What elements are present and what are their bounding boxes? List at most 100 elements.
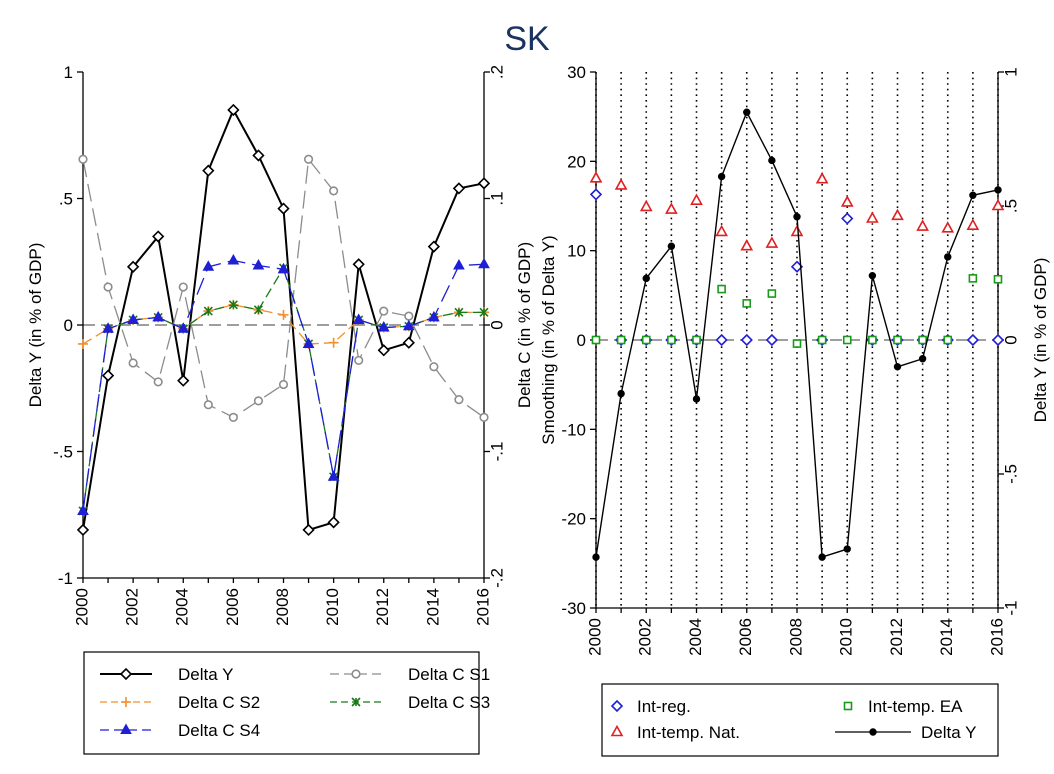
left-y-tick-label: -1 xyxy=(58,569,73,588)
data-point-delta-y xyxy=(818,553,826,561)
data-point-delta-y xyxy=(152,230,165,243)
legend-entry-int-temp-ea: Int-temp. EA xyxy=(843,697,963,716)
data-point-delta-y xyxy=(868,271,877,280)
data-point-delta-c-s4 xyxy=(352,313,365,324)
legend-entry-delta-c-s4: Delta C S4 xyxy=(100,721,260,740)
x-tick-label: 2006 xyxy=(223,588,242,626)
data-point-int-temp-nat xyxy=(639,199,653,212)
data-point-delta-c-s1 xyxy=(228,412,238,422)
data-point-delta-c-s4 xyxy=(377,321,390,332)
data-point-int-temp-ea xyxy=(993,274,1003,284)
data-point-int-temp-ea xyxy=(591,335,601,345)
legend-box xyxy=(83,651,480,755)
left-y-tick-label: 1 xyxy=(64,63,73,82)
data-point-int-temp-nat xyxy=(941,221,955,233)
data-point-delta-c-s1 xyxy=(404,311,414,321)
data-point-int-temp-ea xyxy=(692,335,701,345)
data-point-delta-c-s3 xyxy=(253,305,264,315)
data-point-int-temp-nat xyxy=(790,224,804,237)
data-point-delta-y xyxy=(617,389,625,398)
right-y-tick-label: -1 xyxy=(1001,600,1020,615)
data-point-int-temp-nat xyxy=(916,219,929,231)
data-point-delta-c-s4 xyxy=(227,253,240,265)
x-tick-label: 2012 xyxy=(887,618,906,656)
x-tick-label: 2010 xyxy=(837,618,856,656)
data-point-delta-y xyxy=(126,260,140,273)
right-y-axis-title: Delta C (in % of GDP) xyxy=(515,242,534,408)
data-point-delta-c-s1 xyxy=(354,355,364,366)
x-tick-label: 2006 xyxy=(736,618,755,656)
left-y-tick-label: 0 xyxy=(577,331,586,350)
x-tick-label: 2002 xyxy=(636,618,655,656)
right-y-tick-label: .5 xyxy=(1001,199,1020,213)
x-tick-label: 2002 xyxy=(123,588,142,626)
data-point-delta-y xyxy=(101,369,115,382)
data-point-delta-c-s4 xyxy=(478,257,490,269)
data-point-int-temp-nat xyxy=(966,218,980,230)
data-point-delta-c-s1 xyxy=(454,395,464,405)
x-tick-label: 2012 xyxy=(373,588,392,626)
data-point-int-temp-ea xyxy=(717,284,726,294)
series-line-delta-c-s1 xyxy=(82,157,485,419)
data-point-int-temp-ea xyxy=(792,339,802,348)
data-point-delta-c-s1 xyxy=(128,358,138,368)
legend-entry-delta-y: Delta Y xyxy=(835,723,976,742)
figure-title: SK xyxy=(504,20,550,58)
left-y-tick-label: .5 xyxy=(59,190,73,209)
data-point-delta-c-s3 xyxy=(454,307,464,317)
data-point-delta-y xyxy=(76,523,90,537)
data-point-int-temp-ea xyxy=(968,274,978,283)
legend-marker xyxy=(121,697,131,707)
right-y-tick-label: 0 xyxy=(1001,335,1020,344)
data-point-delta-c-s4 xyxy=(127,313,139,324)
data-point-delta-c-s1 xyxy=(178,282,188,292)
legend-label: Int-temp. Nat. xyxy=(637,723,740,742)
series-delta-c-s1 xyxy=(78,154,489,422)
data-point-delta-c-s3 xyxy=(228,300,238,310)
data-point-delta-c-s2 xyxy=(78,338,88,349)
left-y-tick-label: 10 xyxy=(567,242,586,261)
data-point-delta-y xyxy=(667,242,676,250)
data-point-delta-y xyxy=(202,164,215,177)
x-tick-label: 2008 xyxy=(786,618,805,656)
legend-marker xyxy=(351,669,361,679)
data-point-int-temp-ea xyxy=(616,335,626,345)
data-point-delta-c-s1 xyxy=(303,154,314,164)
data-point-delta-c-s4 xyxy=(77,504,89,515)
chart-panel-1: 1 .5 0 -.5 -1 .2 .1 0 -.1 -.2 2000 2002 2004 2006 2008… xyxy=(26,63,534,755)
x-tick-label: 2004 xyxy=(173,588,192,626)
legend-label: Delta C S3 xyxy=(408,693,490,712)
data-point-delta-y xyxy=(768,156,776,165)
legend-label: Delta C S4 xyxy=(178,721,260,740)
data-point-int-temp-ea xyxy=(742,299,752,308)
left-y-tick-label: -30 xyxy=(561,599,586,618)
left-y-axis-title: Delta Y (in % of GDP) xyxy=(26,243,45,408)
data-point-int-temp-nat xyxy=(840,195,854,207)
data-point-delta-y xyxy=(918,355,927,363)
data-point-int-temp-ea xyxy=(893,335,902,345)
data-point-delta-y xyxy=(717,172,726,181)
data-point-delta-c-s1 xyxy=(329,186,339,196)
series-line-delta-c-s3 xyxy=(82,266,484,512)
data-point-delta-c-s3 xyxy=(203,306,213,316)
data-point-int-reg xyxy=(765,333,779,347)
data-point-delta-y xyxy=(843,545,851,553)
left-y-tick-label: -20 xyxy=(561,510,586,529)
data-point-delta-y xyxy=(944,253,952,261)
right-y-tick-label: -.1 xyxy=(487,442,506,462)
data-point-delta-c-s4 xyxy=(453,259,465,270)
data-point-delta-c-s1 xyxy=(479,412,489,422)
data-point-delta-c-s1 xyxy=(78,154,88,164)
x-tick-label: 2000 xyxy=(72,588,91,626)
legend-entry-int-reg: Int-reg. xyxy=(610,697,691,716)
data-point-delta-y xyxy=(692,395,701,403)
legend: Int-reg. Int-temp. EA Int-temp. Nat. Delta … xyxy=(601,683,999,757)
legend-box xyxy=(601,683,999,757)
data-point-int-temp-nat xyxy=(589,171,603,183)
data-point-delta-y xyxy=(227,103,240,117)
data-point-delta-c-s3 xyxy=(479,307,489,317)
data-point-int-reg xyxy=(841,212,854,225)
data-point-delta-y xyxy=(352,258,365,271)
